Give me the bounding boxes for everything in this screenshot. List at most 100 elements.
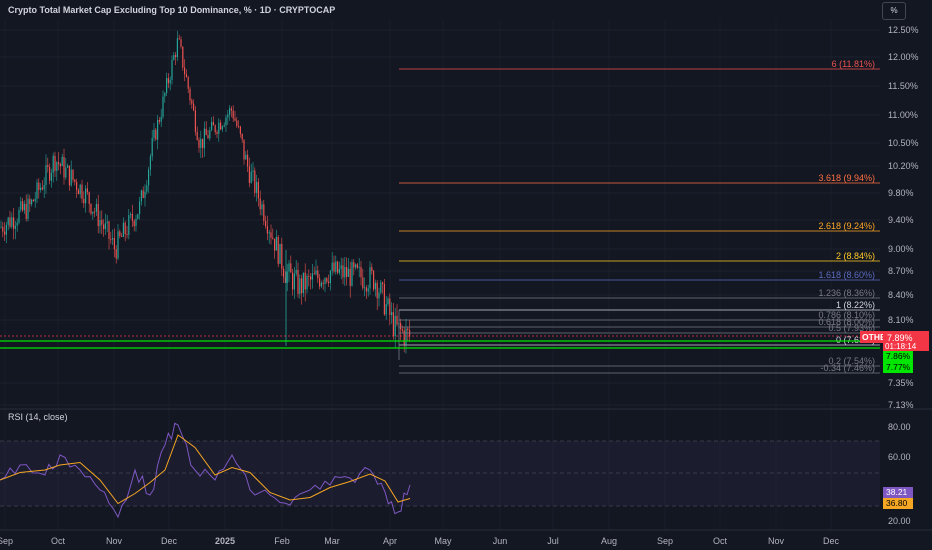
candle-body	[270, 232, 272, 238]
candle-body	[374, 282, 376, 290]
time-tick-label: 2025	[215, 536, 235, 546]
time-tick-label: Nov	[106, 536, 123, 546]
time-tick-label: Oct	[713, 536, 728, 546]
candle-body	[265, 220, 267, 227]
price-tick-label: 9.00%	[888, 244, 914, 254]
level-badge-2-label: 7.77%	[886, 362, 911, 372]
candle-body	[86, 188, 88, 193]
candle-body	[254, 170, 256, 193]
candle-body	[47, 165, 49, 168]
price-tick-label: 10.20%	[888, 161, 919, 171]
price-tick-label: 9.80%	[888, 188, 914, 198]
rsi-value-badge	[883, 487, 913, 498]
candle-body	[166, 77, 168, 94]
candle-body	[313, 273, 315, 275]
candle-body	[200, 138, 202, 148]
candle-body	[74, 179, 76, 182]
candle-body	[22, 201, 24, 211]
candle-body	[34, 198, 36, 202]
rsi-indicator-label: RSI (14, close)	[8, 412, 68, 422]
candle-body	[241, 133, 243, 140]
candle-body	[401, 329, 403, 331]
candle-body	[283, 268, 285, 278]
candle-body	[218, 122, 220, 134]
candle-body	[232, 110, 234, 119]
candle-body	[358, 266, 360, 268]
candle-body	[72, 169, 74, 180]
candle-body	[169, 79, 171, 84]
fibonacci-extension[interactable]: 6 (11.81%) 3.618 (9.94%) 2.618 (9.24%) 2 (8…	[0, 59, 880, 374]
candle-body	[9, 217, 11, 227]
candle-body	[32, 199, 34, 202]
candle-body	[290, 263, 292, 273]
candle-body	[257, 181, 259, 199]
candle-body	[49, 167, 51, 181]
candle-body	[29, 198, 31, 205]
candle-body	[130, 213, 132, 216]
candle-body	[90, 203, 92, 214]
candle-body	[288, 263, 290, 272]
percent-scale-button[interactable]: %	[882, 2, 906, 20]
candle-body	[196, 131, 198, 140]
candle-body	[261, 204, 263, 210]
fib-level-label: 1.618 (8.60%)	[818, 270, 875, 280]
candle-body	[119, 231, 121, 237]
price-axis[interactable]: 12.50% 12.00% 11.50% 11.00% 10.50% 10.20% 9.80…	[860, 25, 929, 410]
candle-body	[20, 201, 22, 210]
candle-body	[329, 270, 331, 284]
time-tick-label: Nov	[768, 536, 785, 546]
candle-body	[50, 172, 52, 181]
time-axis[interactable]: Sep Oct Nov Dec 2025 Feb Mar Apr May Jun Jul Aug Sep…	[0, 529, 932, 546]
candle-body	[319, 278, 321, 287]
candle-body	[205, 128, 207, 136]
candle-body	[364, 287, 366, 289]
candle-body	[106, 221, 108, 224]
level-badge-1	[883, 351, 913, 362]
candle-body	[292, 272, 294, 290]
candle-body	[140, 190, 142, 202]
candle-body	[76, 181, 78, 190]
candle-body	[367, 288, 369, 292]
candle-body	[63, 156, 65, 178]
candle-body	[221, 126, 223, 130]
price-tick-label: 7.13%	[888, 400, 914, 410]
candle-body	[185, 74, 187, 78]
candle-body	[139, 201, 141, 215]
level-badge-2	[883, 362, 913, 373]
candle-body	[310, 276, 312, 280]
price-tick-label: 10.50%	[888, 138, 919, 148]
candle-body	[212, 122, 214, 126]
candle-body	[355, 264, 357, 268]
candle-body	[356, 264, 358, 268]
candle-body	[83, 198, 85, 204]
candles	[0, 30, 411, 354]
fib-level-label: 2.618 (9.24%)	[818, 221, 875, 231]
time-tick-label: Jul	[547, 536, 559, 546]
price-grid	[0, 20, 880, 530]
candle-body	[407, 328, 409, 331]
rsi-ma-badge	[883, 498, 913, 509]
rsi-tick-label: 20.00	[888, 516, 911, 526]
candle-body	[324, 278, 326, 284]
candle-body	[317, 270, 319, 279]
candle-body	[214, 125, 216, 133]
candle-body	[400, 323, 402, 330]
candle-body	[79, 184, 81, 195]
candle-body	[301, 278, 303, 294]
rsi-band	[0, 441, 880, 506]
candle-body	[203, 128, 205, 149]
candle-body	[272, 237, 274, 239]
candle-body	[142, 190, 144, 198]
candle-body	[162, 96, 164, 117]
candle-body	[191, 100, 193, 104]
candle-body	[306, 275, 308, 290]
candle-body	[328, 281, 330, 284]
price-tick-label: 8.10%	[888, 315, 914, 325]
level-badge-1-label: 7.86%	[886, 351, 911, 361]
candle-body	[340, 265, 342, 270]
time-tick-label: Dec	[823, 536, 840, 546]
candle-body	[31, 199, 33, 205]
candle-body	[67, 165, 69, 168]
fib-level-label: 0 (7.63%)	[836, 335, 875, 345]
